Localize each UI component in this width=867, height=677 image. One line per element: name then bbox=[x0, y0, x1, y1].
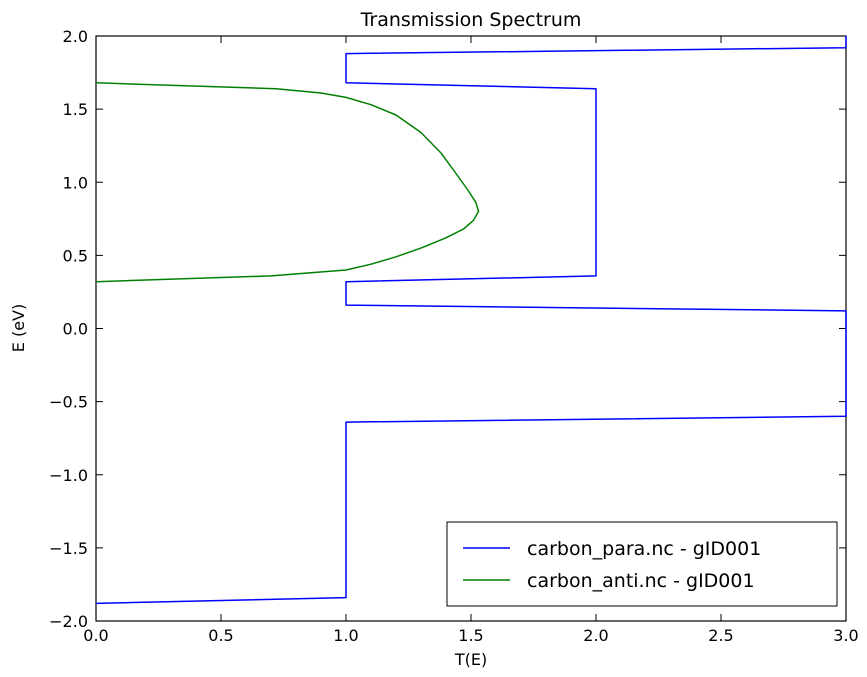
x-tick-label: 0.5 bbox=[208, 626, 233, 645]
x-tick-label: 2.5 bbox=[708, 626, 733, 645]
y-tick-label: 0.5 bbox=[63, 246, 88, 265]
y-tick-label: 0.0 bbox=[63, 320, 88, 339]
y-tick-label: 1.5 bbox=[63, 100, 88, 119]
legend-label-para: carbon_para.nc - gID001 bbox=[527, 538, 761, 560]
x-axis-label: T(E) bbox=[454, 650, 487, 669]
series-layer bbox=[95, 36, 847, 605]
chart-title: Transmission Spectrum bbox=[360, 9, 582, 31]
y-tick-label: −1.5 bbox=[49, 539, 88, 558]
x-tick-label: 3.0 bbox=[833, 626, 858, 645]
x-tick-label: 1.5 bbox=[458, 626, 483, 645]
y-tick-label: −1.0 bbox=[49, 466, 88, 485]
y-tick-label: −0.5 bbox=[49, 393, 88, 412]
y-ticks: −2.0 −1.5 −1.0 −0.5 0.0 0.5 1.0 1.5 2.0 bbox=[49, 27, 846, 631]
y-tick-label: −2.0 bbox=[49, 612, 88, 631]
x-tick-label: 2.0 bbox=[583, 626, 608, 645]
y-tick-label: 1.0 bbox=[63, 173, 88, 192]
legend: carbon_para.nc - gID001 carbon_anti.nc -… bbox=[446, 521, 838, 607]
legend-box bbox=[446, 521, 838, 607]
legend-label-anti: carbon_anti.nc - gID001 bbox=[527, 570, 755, 592]
series-line-carbon-para bbox=[95, 36, 847, 605]
series-line-carbon-anti bbox=[95, 82, 480, 283]
y-axis-label: E (eV) bbox=[9, 304, 28, 352]
x-tick-label: 1.0 bbox=[333, 626, 358, 645]
y-tick-label: 2.0 bbox=[63, 27, 88, 46]
x-tick-label: 0.0 bbox=[83, 626, 108, 645]
x-ticks: 0.0 0.5 1.0 1.5 2.0 2.5 3.0 bbox=[83, 36, 859, 645]
